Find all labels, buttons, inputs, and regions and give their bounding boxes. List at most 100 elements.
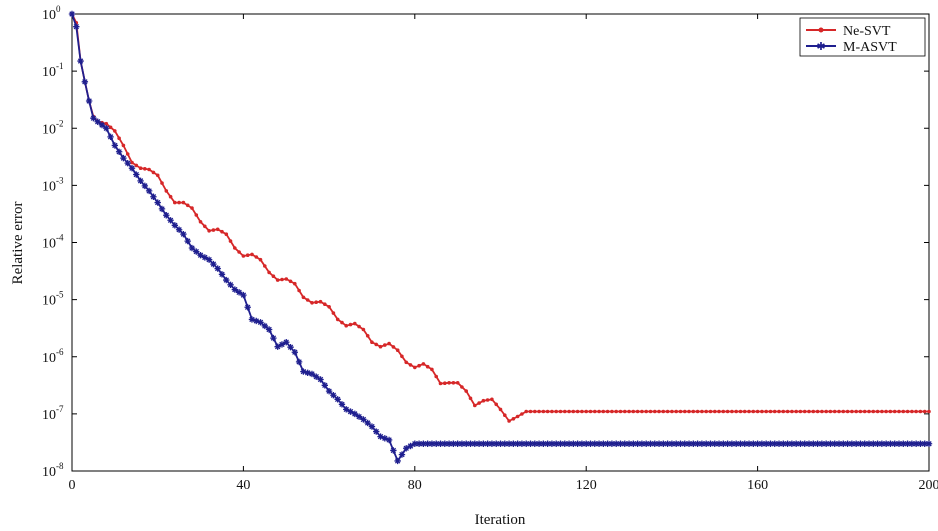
data-point-m-asvt (720, 440, 727, 447)
data-point-ne-svt (905, 409, 910, 414)
data-point-m-asvt (103, 125, 110, 132)
data-point-m-asvt (257, 319, 264, 326)
data-point-m-asvt (668, 440, 676, 447)
data-point-m-asvt (814, 440, 821, 447)
data-point-m-asvt (677, 440, 684, 447)
data-point-ne-svt (541, 409, 546, 414)
data-point-ne-svt (533, 409, 537, 414)
data-point-m-asvt (94, 118, 101, 125)
data-point-m-asvt (347, 408, 354, 415)
data-point-m-asvt (304, 369, 311, 376)
data-point-m-asvt (351, 410, 359, 418)
data-point-ne-svt (738, 409, 743, 414)
data-point-ne-svt (344, 323, 349, 328)
data-point-m-asvt (634, 440, 641, 447)
data-point-m-asvt (737, 440, 744, 447)
data-point-m-asvt (415, 440, 423, 447)
data-point-m-asvt (458, 440, 466, 447)
y-tick-label: 10-5 (42, 290, 64, 309)
data-point-m-asvt (411, 440, 418, 447)
data-point-m-asvt (128, 164, 136, 172)
data-point-m-asvt (578, 440, 586, 447)
data-point-ne-svt (143, 167, 147, 171)
data-point-ne-svt (528, 409, 533, 414)
data-point-m-asvt (163, 212, 170, 219)
data-point-m-asvt (137, 177, 144, 185)
data-point-ne-svt (301, 295, 306, 300)
data-point-ne-svt (507, 419, 511, 423)
data-point-m-asvt (364, 419, 371, 427)
data-point-ne-svt (575, 409, 580, 414)
data-point-m-asvt (505, 440, 513, 447)
data-point-m-asvt (604, 440, 611, 447)
data-point-ne-svt (494, 402, 499, 407)
data-point-ne-svt (610, 409, 614, 414)
data-point-ne-svt (605, 409, 610, 414)
data-point-ne-svt (455, 381, 460, 385)
data-point-ne-svt (438, 381, 443, 386)
data-point-ne-svt (871, 409, 876, 414)
data-point-ne-svt (875, 409, 880, 414)
series-ne-svt (70, 12, 931, 423)
plot-area (71, 13, 930, 472)
data-point-ne-svt (614, 409, 618, 414)
data-point-m-asvt (608, 440, 616, 447)
data-point-m-asvt (390, 447, 397, 454)
data-point-ne-svt (314, 300, 319, 305)
data-point-ne-svt (747, 409, 751, 414)
data-point-ne-svt (648, 409, 653, 414)
data-point-ne-svt (310, 301, 314, 305)
data-point-m-asvt (300, 368, 307, 375)
data-point-ne-svt (173, 200, 177, 205)
data-point-ne-svt (627, 409, 631, 414)
data-point-ne-svt (777, 409, 781, 414)
data-point-m-asvt (355, 413, 363, 420)
data-point-m-asvt (792, 440, 800, 447)
data-point-m-asvt (518, 440, 526, 447)
data-point-m-asvt (188, 244, 196, 252)
data-point-m-asvt (531, 440, 538, 447)
data-point-ne-svt (275, 278, 280, 282)
data-point-ne-svt (524, 409, 528, 414)
data-point-m-asvt (484, 440, 491, 447)
data-point-ne-svt (224, 232, 229, 236)
data-point-ne-svt (845, 409, 850, 414)
data-point-ne-svt (408, 363, 413, 367)
data-point-m-asvt (270, 334, 277, 342)
data-point-ne-svt (331, 311, 336, 315)
data-point-m-asvt (861, 440, 868, 447)
data-point-ne-svt (708, 409, 713, 414)
data-point-m-asvt (565, 440, 573, 447)
data-point-m-asvt (330, 392, 337, 399)
data-point-m-asvt (133, 171, 140, 178)
legend-label-m-asvt: M-ASVT (843, 40, 897, 55)
data-point-m-asvt (810, 440, 817, 447)
data-point-ne-svt (888, 409, 893, 414)
data-point-ne-svt (657, 409, 661, 414)
data-point-m-asvt (587, 440, 594, 447)
data-point-m-asvt (248, 316, 256, 323)
data-point-m-asvt (420, 440, 427, 447)
data-point-ne-svt (451, 381, 456, 385)
data-point-ne-svt (108, 125, 113, 130)
data-point-m-asvt (874, 440, 881, 447)
data-point-m-asvt (313, 373, 320, 380)
data-point-ne-svt (113, 129, 117, 133)
data-point-ne-svt (361, 327, 366, 332)
data-point-ne-svt (134, 163, 139, 168)
data-point-ne-svt (490, 397, 494, 402)
data-point-ne-svt (327, 305, 331, 309)
data-point-ne-svt (177, 200, 181, 205)
data-point-ne-svt (644, 409, 648, 414)
data-point-ne-svt (340, 320, 344, 325)
data-point-m-asvt (591, 440, 598, 447)
data-point-ne-svt (421, 362, 426, 366)
data-point-m-asvt (98, 121, 106, 129)
data-point-ne-svt (400, 354, 404, 359)
data-point-m-asvt (381, 435, 389, 442)
data-point-m-asvt (201, 254, 209, 261)
data-point-ne-svt (503, 413, 507, 418)
data-point-ne-svt (241, 254, 246, 258)
data-point-m-asvt (754, 440, 761, 447)
data-point-m-asvt (68, 10, 76, 18)
